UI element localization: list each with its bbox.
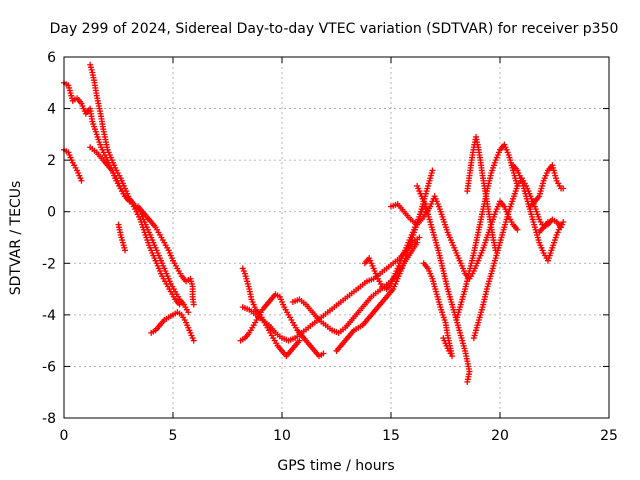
data-point <box>320 350 327 357</box>
x-tick-label: 20 <box>491 428 509 444</box>
data-markers <box>61 61 567 385</box>
data-point <box>560 185 567 192</box>
data-point <box>126 198 133 205</box>
data-point <box>176 301 183 308</box>
data-point <box>414 239 421 246</box>
x-axis-label: GPS time / hours <box>277 458 394 474</box>
y-tick-label: 4 <box>47 102 56 118</box>
data-point <box>416 234 423 241</box>
data-point <box>296 337 303 344</box>
x-tick-label: 10 <box>273 428 291 444</box>
data-point <box>440 335 447 342</box>
axis-ticks: 0 5 10 15 20 25 -8 -6 -4 -2 0 2 4 6 <box>42 50 618 444</box>
data-point <box>185 309 192 316</box>
x-tick-label: 0 <box>60 428 69 444</box>
plot-frame <box>63 56 610 419</box>
data-point <box>122 247 129 254</box>
y-tick-label: -6 <box>42 359 56 375</box>
data-point <box>78 177 85 184</box>
y-tick-label: 0 <box>47 205 56 221</box>
y-tick-label: 6 <box>47 50 56 66</box>
data-point <box>464 378 471 385</box>
y-tick-label: -4 <box>42 308 56 324</box>
data-point <box>560 219 567 226</box>
y-axis-label: SDTVAR / TECUs <box>8 181 24 296</box>
x-tick-label: 15 <box>382 428 400 444</box>
data-point <box>429 167 436 174</box>
data-point <box>190 337 197 344</box>
x-tick-label: 5 <box>169 428 178 444</box>
data-point <box>514 226 521 233</box>
y-tick-label: -8 <box>42 411 56 427</box>
y-tick-label: -2 <box>42 256 56 272</box>
x-tick-label: 25 <box>600 428 618 444</box>
data-point <box>190 301 197 308</box>
chart-title: Day 299 of 2024, Sidereal Day-to-day VTE… <box>50 21 619 37</box>
y-tick-label: 2 <box>47 153 56 169</box>
